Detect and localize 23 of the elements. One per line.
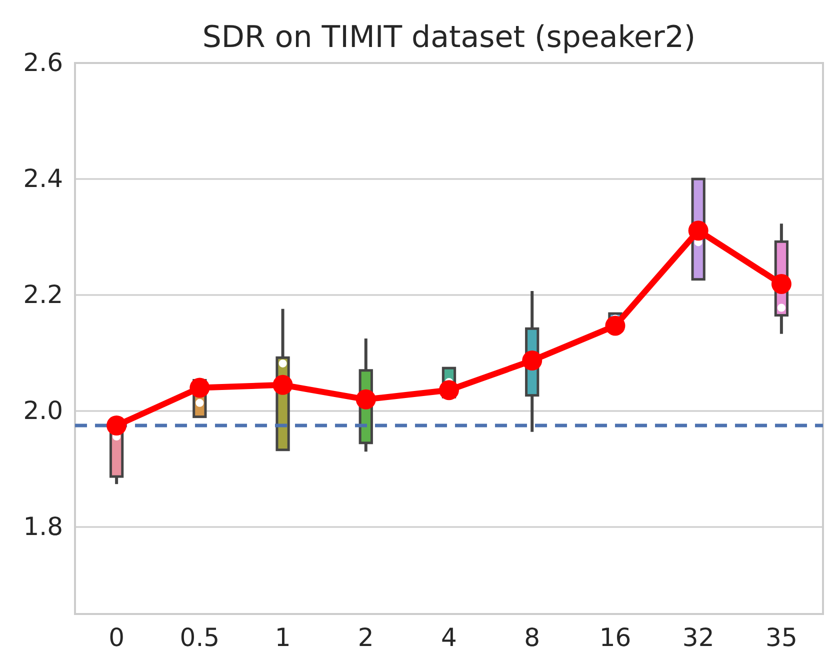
y-tick-label: 2.4 [23, 164, 63, 193]
y-tick-label: 1.8 [23, 512, 63, 541]
x-tick-label: 0 [108, 622, 125, 652]
y-tick-label: 2.0 [23, 396, 63, 425]
point [688, 220, 708, 241]
point [272, 374, 293, 395]
point [106, 416, 127, 436]
x-tick-label: 16 [599, 622, 632, 652]
y-tick-label: 2.6 [23, 48, 63, 77]
point [356, 389, 376, 410]
point [190, 378, 210, 398]
x-tick-label: 8 [524, 622, 540, 652]
x-tick-label: 32 [682, 622, 714, 652]
x-tick-label: 0.5 [180, 622, 220, 652]
x-tick-label: 4 [441, 622, 457, 652]
x-tick-label: 35 [766, 622, 798, 652]
point [605, 316, 626, 336]
x-tick-label: 2 [358, 622, 374, 652]
y-tick-label: 2.2 [23, 280, 63, 309]
chart-title: SDR on TIMIT dataset (speaker2) [202, 20, 696, 55]
point [522, 350, 542, 371]
x-tick-label: 1 [274, 622, 291, 652]
point [771, 274, 792, 294]
